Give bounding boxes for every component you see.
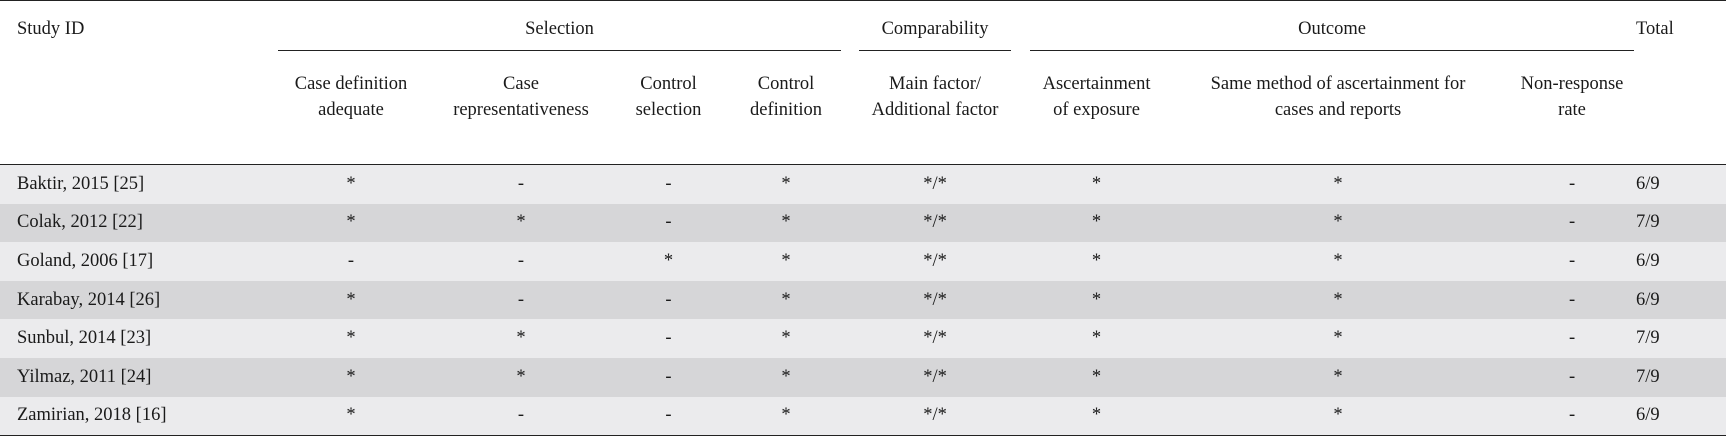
case-repr-cell: * bbox=[432, 357, 610, 397]
study-cell: Sunbul, 2014 [23] bbox=[0, 319, 270, 358]
table-row: Colak, 2012 [22] * * - * */* * * - 7/9 bbox=[0, 203, 1726, 243]
control-selection-cell: - bbox=[610, 164, 727, 204]
total-cell: 7/9 bbox=[1636, 319, 1726, 358]
total-cell: 7/9 bbox=[1636, 203, 1726, 243]
same-method-cell: * bbox=[1168, 319, 1509, 358]
selection-group-header: Selection bbox=[270, 1, 845, 51]
control-selection-cell: - bbox=[610, 319, 727, 358]
same-method-cell: * bbox=[1168, 280, 1509, 320]
outcome-label: Outcome bbox=[1298, 19, 1366, 39]
table-row: Baktir, 2015 [25] * - - * */* * * - 6/9 bbox=[0, 164, 1726, 204]
case-definition-cell: * bbox=[270, 203, 432, 243]
same-method-cell: * bbox=[1168, 357, 1509, 397]
control-definition-cell: * bbox=[727, 280, 846, 320]
col-case-representativeness: Case representativeness bbox=[432, 51, 610, 165]
group-header-row: Study ID Selection Comparability Outcome… bbox=[0, 0, 1726, 165]
case-definition-cell: * bbox=[270, 396, 432, 436]
table-row: Sunbul, 2014 [23] * * - * */* * * - 7/9 bbox=[0, 319, 1726, 358]
case-repr-cell: * bbox=[432, 319, 610, 358]
total-cell: 6/9 bbox=[1636, 242, 1726, 281]
non-response-cell: - bbox=[1508, 280, 1637, 320]
total-cell: 6/9 bbox=[1636, 164, 1726, 204]
col-case-definition: Case definition adequate bbox=[270, 51, 432, 165]
case-definition-cell: * bbox=[270, 280, 432, 320]
same-method-cell: * bbox=[1168, 164, 1509, 204]
case-repr-cell: - bbox=[432, 280, 610, 320]
control-selection-cell: - bbox=[610, 280, 727, 320]
case-definition-cell: * bbox=[270, 319, 432, 358]
control-definition-cell: * bbox=[727, 396, 846, 436]
control-selection-cell: - bbox=[610, 396, 727, 436]
control-definition-cell: * bbox=[727, 203, 846, 243]
main-factor-cell: */* bbox=[845, 357, 1026, 397]
col-ascertainment-exposure: Ascertainment of exposure bbox=[1025, 51, 1169, 165]
total-cell: 6/9 bbox=[1636, 396, 1726, 436]
non-response-cell: - bbox=[1508, 164, 1637, 204]
table-row: Goland, 2006 [17] - - * * */* * * - 6/9 bbox=[0, 242, 1726, 281]
main-factor-cell: */* bbox=[845, 319, 1026, 358]
col-non-response-rate: Non-response rate bbox=[1508, 51, 1637, 165]
non-response-cell: - bbox=[1508, 357, 1637, 397]
ascertainment-cell: * bbox=[1025, 319, 1169, 358]
table-row: Yilmaz, 2011 [24] * * - * */* * * - 7/9 bbox=[0, 357, 1726, 397]
table-row: Karabay, 2014 [26] * - - * */* * * - 6/9 bbox=[0, 280, 1726, 320]
case-definition-cell: * bbox=[270, 164, 432, 204]
ascertainment-cell: * bbox=[1025, 280, 1169, 320]
table-row: Zamirian, 2018 [16] * - - * */* * * - 6/… bbox=[0, 396, 1726, 436]
control-definition-cell: * bbox=[727, 357, 846, 397]
col-same-method: Same method of ascertainment for cases an… bbox=[1168, 51, 1509, 165]
case-repr-cell: * bbox=[432, 203, 610, 243]
ascertainment-cell: * bbox=[1025, 357, 1169, 397]
comparability-label: Comparability bbox=[881, 19, 989, 39]
col-control-selection: Control selection bbox=[610, 51, 727, 165]
control-selection-cell: - bbox=[610, 357, 727, 397]
ascertainment-cell: * bbox=[1025, 164, 1169, 204]
non-response-cell: - bbox=[1508, 319, 1637, 358]
ascertainment-cell: * bbox=[1025, 242, 1169, 281]
case-repr-cell: - bbox=[432, 242, 610, 281]
total-cell: 6/9 bbox=[1636, 280, 1726, 320]
study-id-header: Study ID bbox=[0, 0, 270, 165]
case-repr-cell: - bbox=[432, 164, 610, 204]
col-control-definition: Control definition bbox=[727, 51, 846, 165]
study-cell: Zamirian, 2018 [16] bbox=[0, 396, 270, 436]
column-header-row: Case definition adequate Case representati… bbox=[0, 51, 1726, 165]
study-cell: Goland, 2006 [17] bbox=[0, 242, 270, 281]
main-factor-cell: */* bbox=[845, 203, 1026, 243]
study-cell: Karabay, 2014 [26] bbox=[0, 280, 270, 320]
ascertainment-cell: * bbox=[1025, 396, 1169, 436]
ascertainment-cell: * bbox=[1025, 203, 1169, 243]
study-cell: Colak, 2012 [22] bbox=[0, 203, 270, 243]
case-definition-cell: * bbox=[270, 357, 432, 397]
total-cell: 7/9 bbox=[1636, 357, 1726, 397]
comparability-group-header: Comparability bbox=[845, 1, 1025, 51]
selection-label: Selection bbox=[525, 19, 594, 39]
non-response-cell: - bbox=[1508, 396, 1637, 436]
same-method-cell: * bbox=[1168, 242, 1509, 281]
study-cell: Baktir, 2015 [25] bbox=[0, 164, 270, 204]
case-repr-cell: - bbox=[432, 396, 610, 436]
control-definition-cell: * bbox=[727, 319, 846, 358]
study-cell: Yilmaz, 2011 [24] bbox=[0, 357, 270, 397]
non-response-cell: - bbox=[1508, 203, 1637, 243]
main-factor-cell: */* bbox=[845, 280, 1026, 320]
same-method-cell: * bbox=[1168, 203, 1509, 243]
control-selection-cell: - bbox=[610, 203, 727, 243]
col-main-factor: Main factor/Additional factor bbox=[845, 51, 1026, 165]
main-factor-cell: */* bbox=[845, 396, 1026, 436]
total-header: Total bbox=[1636, 0, 1726, 165]
control-definition-cell: * bbox=[727, 242, 846, 281]
case-definition-cell: - bbox=[270, 242, 432, 281]
main-factor-cell: */* bbox=[845, 242, 1026, 281]
outcome-group-header: Outcome bbox=[1025, 1, 1636, 51]
control-definition-cell: * bbox=[727, 164, 846, 204]
main-factor-cell: */* bbox=[845, 164, 1026, 204]
same-method-cell: * bbox=[1168, 396, 1509, 436]
non-response-cell: - bbox=[1508, 242, 1637, 281]
control-selection-cell: * bbox=[610, 242, 727, 281]
